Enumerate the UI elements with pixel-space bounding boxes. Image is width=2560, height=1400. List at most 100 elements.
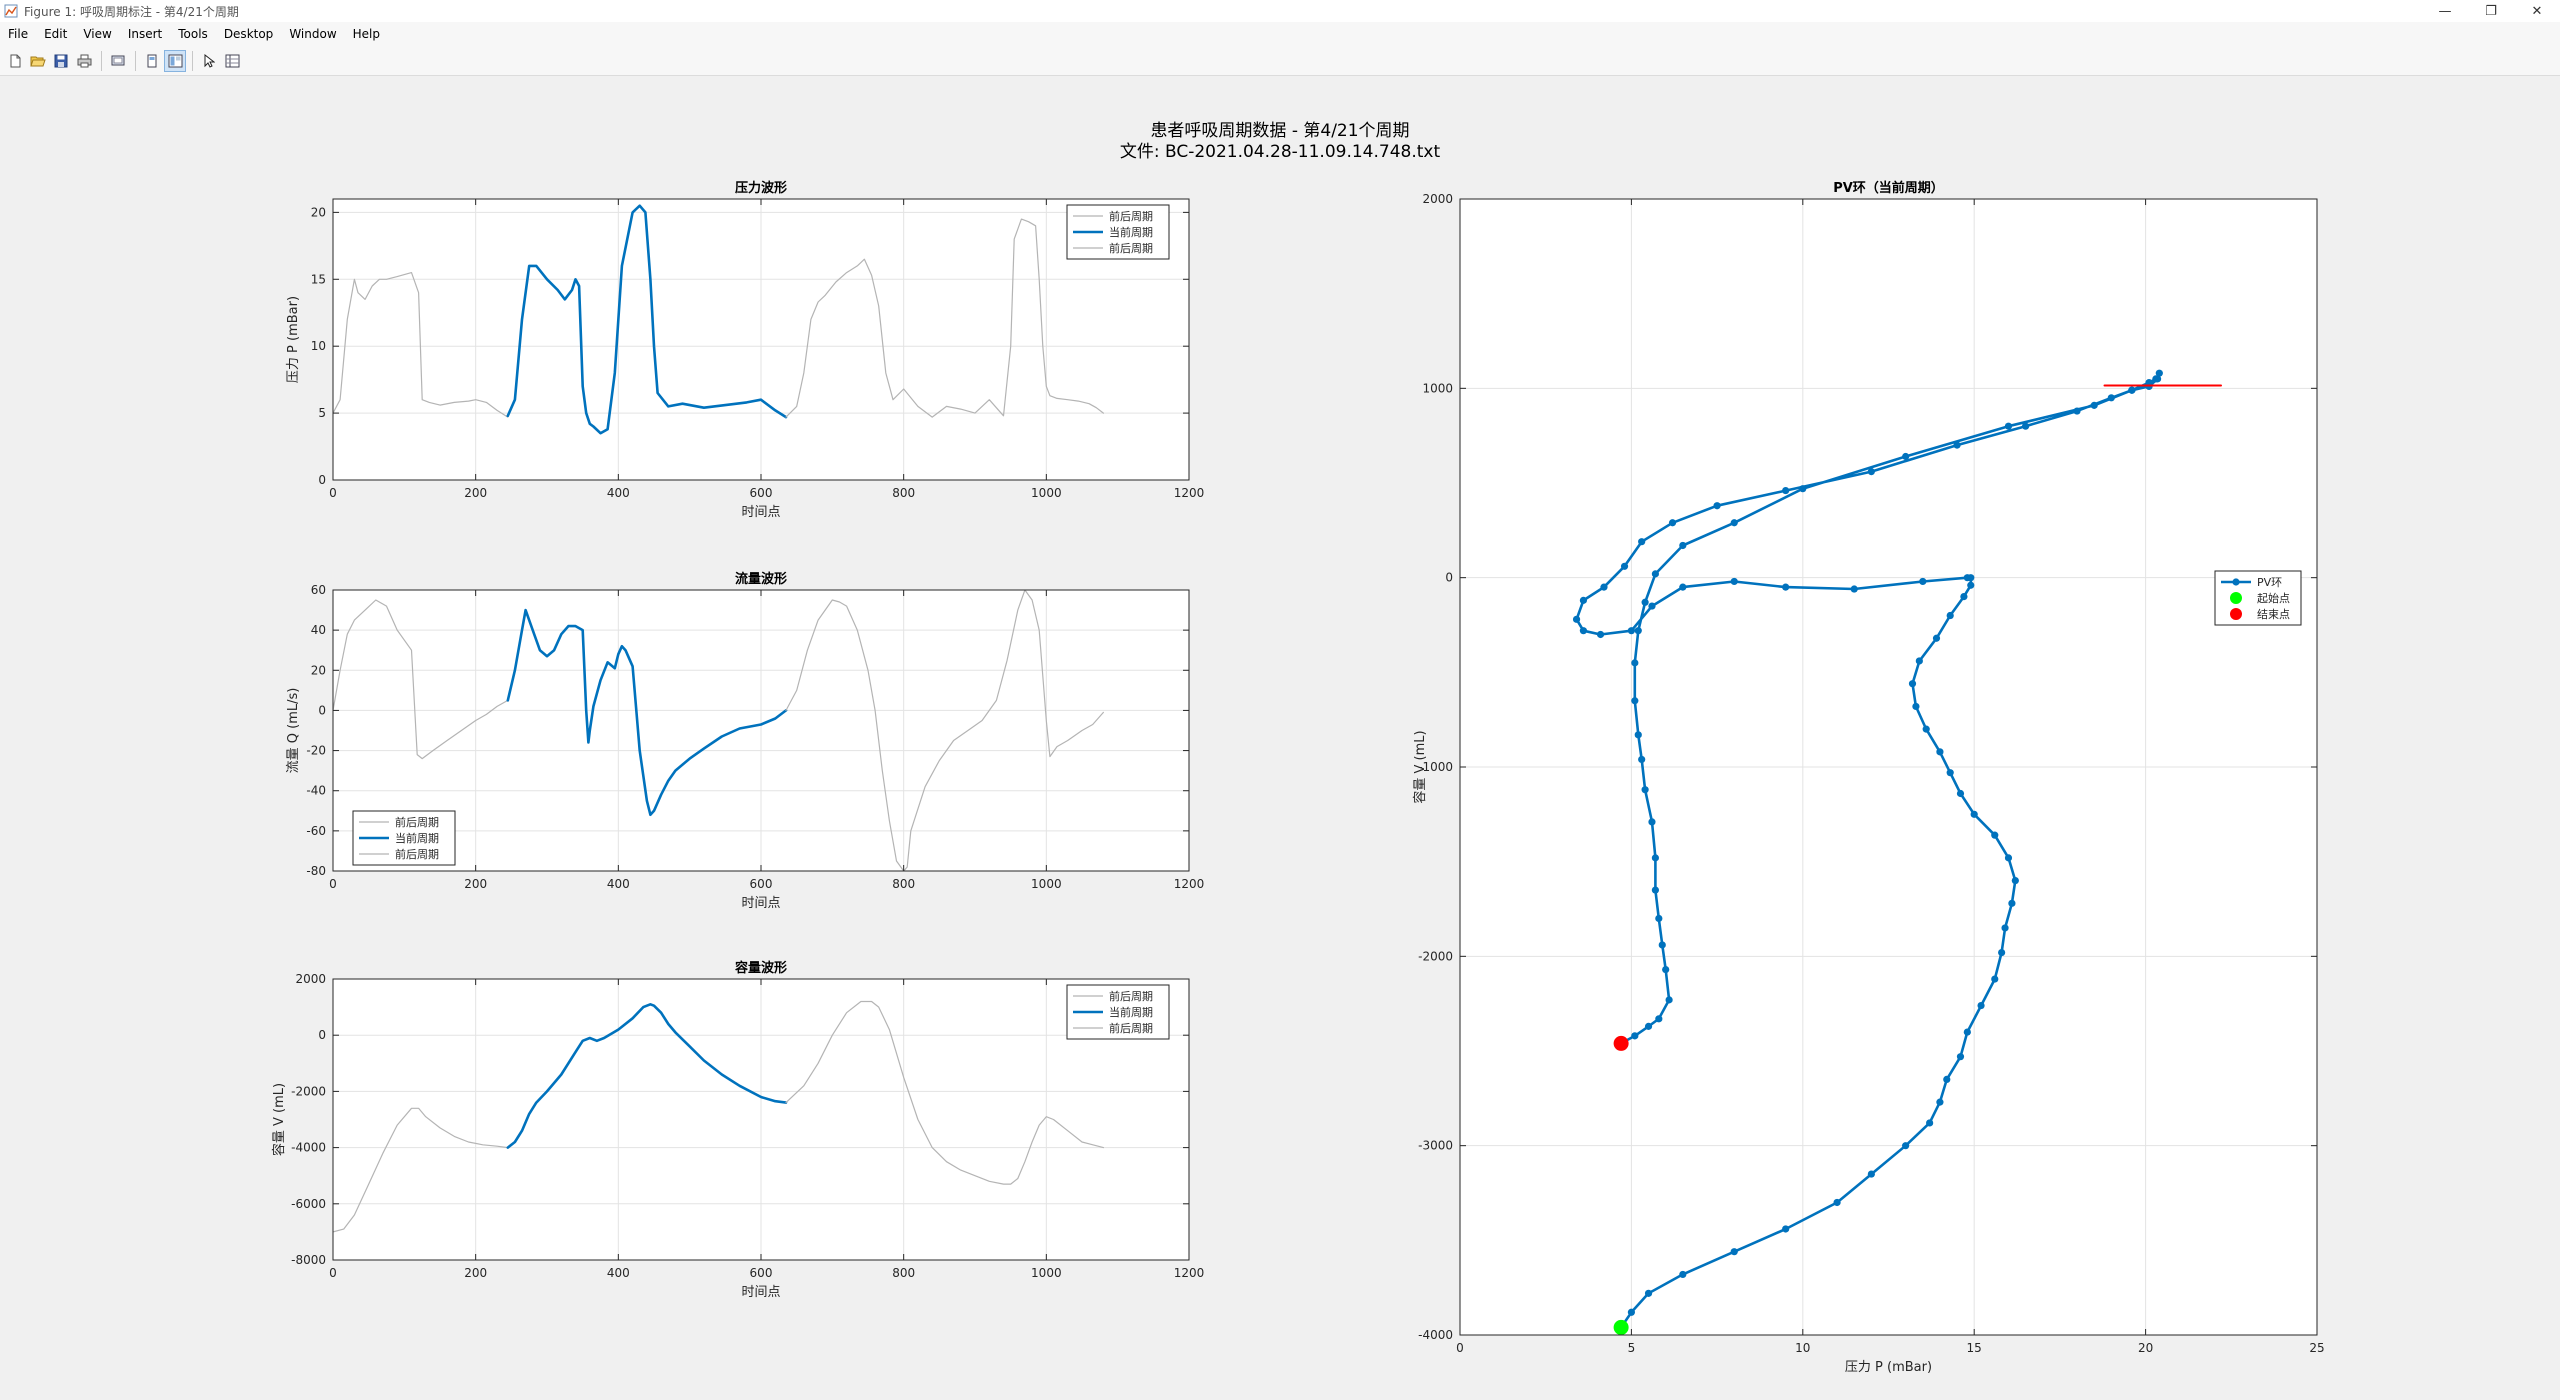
flow-ylabel: 流量 Q (mL/s) bbox=[286, 688, 301, 774]
figure-subtitle: 文件: BC-2021.04.28-11.09.14.748.txt bbox=[1119, 142, 1441, 162]
pv-loop-series-0-point bbox=[1956, 1053, 1965, 1061]
pressure-xtick-label: 200 bbox=[464, 486, 487, 500]
volume-title: 容量波形 bbox=[734, 960, 787, 976]
print-preview-icon[interactable] bbox=[107, 50, 129, 72]
show-plot-tools-icon[interactable] bbox=[164, 49, 186, 72]
pressure-ytick-label: 15 bbox=[311, 272, 326, 286]
pv-loop-xtick-label: 15 bbox=[1967, 1341, 1982, 1355]
volume-legend-label: 前后周期 bbox=[1109, 1021, 1153, 1035]
volume-ytick-label: -2000 bbox=[291, 1084, 326, 1098]
pressure-title: 压力波形 bbox=[735, 180, 787, 196]
toolbar-separator bbox=[101, 50, 102, 71]
flow-ytick-label: 60 bbox=[311, 583, 326, 597]
pressure-xtick-label: 600 bbox=[750, 486, 773, 500]
flow-ytick-label: -60 bbox=[306, 824, 326, 838]
window-title: Figure 1: 呼吸周期标注 - 第4/21个周期 bbox=[24, 4, 239, 19]
close-button[interactable]: ✕ bbox=[2531, 3, 2543, 19]
pv-loop-ytick-label: -1000 bbox=[1418, 760, 1453, 774]
edit-plot-arrow-icon[interactable] bbox=[198, 50, 220, 72]
restore-button[interactable]: ❐ bbox=[2485, 3, 2497, 19]
flow-ytick-label: 40 bbox=[311, 623, 326, 637]
matlab-figure-icon bbox=[4, 4, 18, 18]
menu-tools[interactable]: Tools bbox=[178, 27, 208, 41]
figure-canvas: 患者呼吸周期数据 - 第4/21个周期 文件: BC-2021.04.28-11… bbox=[0, 77, 2560, 1400]
pv-loop-series-0-point bbox=[1658, 941, 1666, 949]
window-title-bar: Figure 1: 呼吸周期标注 - 第4/21个周期 — ❐ ✕ bbox=[0, 0, 2560, 22]
pressure-legend-label: 前后周期 bbox=[1109, 209, 1153, 223]
flow-ytick-label: -20 bbox=[306, 744, 326, 758]
pv-loop-series-0-point bbox=[1651, 854, 1659, 862]
menu-file[interactable]: File bbox=[8, 27, 29, 41]
menu-help[interactable]: Help bbox=[352, 27, 380, 41]
pv-loop-series-0-point bbox=[1655, 914, 1663, 923]
pv-loop-series-0-point bbox=[1782, 486, 1790, 495]
pv-loop-series-0-point bbox=[1713, 502, 1721, 510]
pressure-legend-label: 前后周期 bbox=[1109, 241, 1153, 255]
menu-insert[interactable]: Insert bbox=[127, 27, 163, 41]
pv-loop-series-0-point bbox=[1572, 615, 1581, 623]
pv-loop-series-0-point bbox=[1668, 519, 1677, 527]
menu-view[interactable]: View bbox=[83, 27, 112, 41]
pv-loop-series-0-point bbox=[1600, 583, 1608, 591]
pv-loop-series-0-point bbox=[1579, 627, 1588, 635]
pv-loop-legend-marker bbox=[2230, 592, 2242, 604]
minimize-button[interactable]: — bbox=[2438, 3, 2452, 19]
hide-plot-tools-icon[interactable] bbox=[141, 50, 163, 72]
pv-loop-series-0-point bbox=[2004, 854, 2013, 862]
pv-loop-xtick-label: 25 bbox=[2309, 1341, 2324, 1355]
pressure-xtick-label: 0 bbox=[329, 486, 337, 500]
flow-series-0-line bbox=[333, 599, 509, 760]
pv-loop-series-0-point bbox=[1936, 748, 1944, 756]
volume-xlabel: 时间点 bbox=[741, 1285, 780, 1300]
pv-loop-series-0-point bbox=[1679, 1270, 1687, 1279]
pv-loop-series-0-point bbox=[1634, 731, 1642, 739]
flow-chart: 0 200 400 600 800 1000 1200 -80 -60 -40 -20 0 20 40 60… bbox=[286, 571, 1204, 911]
flow-legend-label: 前后周期 bbox=[395, 815, 439, 829]
pressure-ytick-label: 10 bbox=[311, 339, 326, 353]
pv-loop-title: PV环（当前周期） bbox=[1833, 180, 1944, 196]
toolbar-separator bbox=[192, 50, 193, 71]
flow-legend-label: 前后周期 bbox=[395, 847, 439, 861]
menu-window[interactable]: Window bbox=[289, 27, 337, 41]
volume-xtick-label: 0 bbox=[329, 1266, 337, 1280]
pv-loop-series-0-point bbox=[1679, 583, 1687, 591]
pv-loop-legend-box bbox=[2214, 570, 2302, 626]
flow-xtick-label: 1000 bbox=[1031, 877, 1062, 891]
pv-loop-series-0-point bbox=[1977, 1001, 1985, 1010]
menu-edit[interactable]: Edit bbox=[44, 27, 68, 41]
property-inspector-icon[interactable] bbox=[221, 50, 243, 72]
pressure-xtick-label: 1200 bbox=[1174, 486, 1205, 500]
pv-loop-series-0-point bbox=[1665, 996, 1673, 1004]
pv-loop-series-0-point bbox=[1833, 1198, 1841, 1207]
pv-loop-series-0-point bbox=[1970, 810, 1978, 818]
pv-loop-series-0-point bbox=[2001, 924, 2009, 932]
pv-loop-series-0-point bbox=[1620, 562, 1629, 570]
pv-loop-series-0-point bbox=[2107, 394, 2115, 402]
pressure-ylabel: 压力 P (mBar) bbox=[286, 296, 301, 383]
pv-loop-series-0-line bbox=[1575, 371, 2161, 1329]
pressure-ytick-label: 20 bbox=[311, 205, 326, 219]
new-figure-icon[interactable] bbox=[4, 50, 26, 72]
pv-loop-xlabel: 压力 P (mBar) bbox=[1845, 1360, 1932, 1375]
flow-xtick-label: 800 bbox=[892, 877, 915, 891]
volume-ytick-label: -8000 bbox=[291, 1253, 326, 1267]
menu-desktop[interactable]: Desktop bbox=[223, 27, 274, 41]
pv-loop-series-0-point bbox=[1648, 818, 1656, 826]
pv-loop-series-0-point bbox=[1644, 1022, 1653, 1030]
pressure-xtick-label: 400 bbox=[607, 486, 630, 500]
save-icon[interactable] bbox=[50, 50, 72, 72]
flow-ytick-label: 0 bbox=[318, 703, 326, 717]
print-icon[interactable] bbox=[73, 50, 95, 72]
pv-loop-series-0-point bbox=[1946, 611, 1954, 620]
volume-xtick-label: 400 bbox=[607, 1266, 630, 1280]
volume-xtick-label: 1000 bbox=[1031, 1266, 1062, 1280]
pressure-legend-label: 当前周期 bbox=[1109, 225, 1153, 239]
pv-loop-series-0-point bbox=[1627, 1308, 1635, 1316]
pv-loop-xtick-label: 5 bbox=[1628, 1341, 1636, 1355]
pv-loop-series-0-point bbox=[1946, 769, 1954, 777]
open-file-icon[interactable] bbox=[27, 50, 49, 72]
pressure-series-2-line bbox=[785, 218, 1105, 418]
pv-loop-series-0-point bbox=[1967, 581, 1975, 589]
